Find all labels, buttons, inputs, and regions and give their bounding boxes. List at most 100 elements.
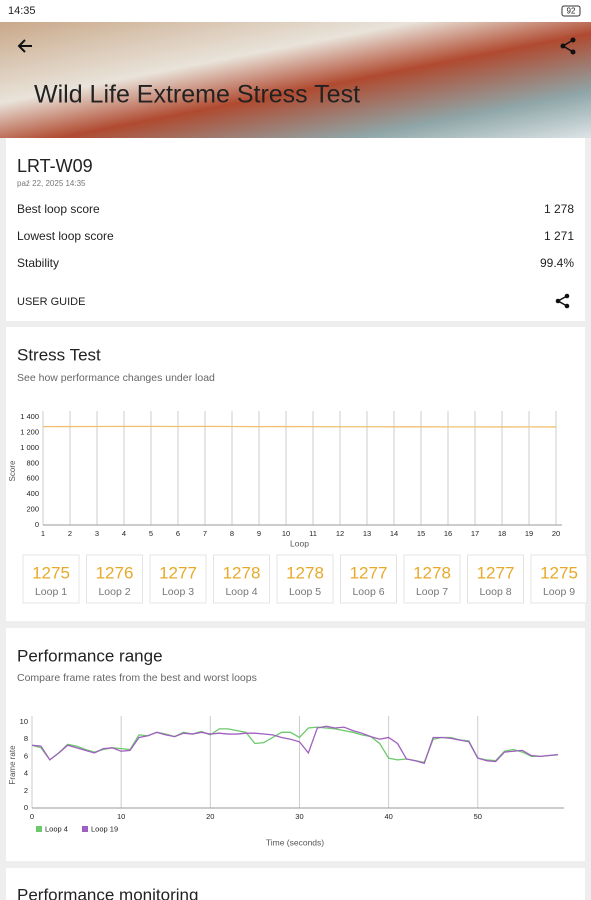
- row-value: 99.4%: [540, 256, 574, 270]
- y-tick-label: 4: [24, 769, 28, 778]
- row-value: 1 278: [544, 202, 574, 216]
- x-tick-label: 7: [203, 529, 207, 538]
- device-card: [6, 138, 585, 321]
- y-tick-label: 600: [26, 474, 39, 483]
- x-tick-label: 15: [417, 529, 425, 538]
- loop-score: 1278: [413, 563, 451, 582]
- legend-label: Loop 19: [91, 824, 118, 833]
- x-tick-label: 0: [30, 812, 34, 821]
- x-tick-label: 10: [282, 529, 290, 538]
- loop-card[interactable]: [467, 554, 524, 604]
- x-tick-label: 13: [363, 529, 371, 538]
- section-title: Performance monitoring: [17, 885, 198, 900]
- y-tick-label: 0: [35, 520, 39, 529]
- x-tick-label: 17: [471, 529, 479, 538]
- loop-card[interactable]: [340, 554, 397, 604]
- loop-card[interactable]: [276, 554, 334, 604]
- series-line: [31, 725, 559, 765]
- section-subtitle: See how performance changes under load: [17, 372, 215, 384]
- loop-label: Loop 7: [416, 586, 448, 598]
- share-button[interactable]: [560, 37, 576, 55]
- loop-card[interactable]: [213, 554, 270, 604]
- x-tick-label: 30: [295, 812, 303, 821]
- user-guide-link[interactable]: USER GUIDE: [17, 296, 85, 308]
- section-subtitle: Compare frame rates from the best and wo…: [17, 672, 257, 684]
- loop-score: 1276: [96, 563, 134, 582]
- loop-score: 1278: [223, 563, 261, 582]
- battery-icon: [561, 5, 581, 17]
- x-tick-label: 3: [95, 529, 99, 538]
- x-tick-label: 40: [384, 812, 392, 821]
- y-tick-label: 200: [26, 505, 39, 514]
- monitoring-card: [6, 868, 585, 900]
- y-tick-label: 400: [26, 489, 39, 498]
- x-tick-label: 11: [309, 529, 317, 538]
- y-tick-label: 0: [24, 803, 28, 812]
- x-tick-label: 4: [122, 529, 126, 538]
- loop-score: 1277: [477, 563, 515, 582]
- loop-label: Loop 8: [479, 586, 511, 598]
- page-title: Wild Life Extreme Stress Test: [34, 81, 360, 109]
- section-title: Performance range: [17, 646, 163, 665]
- loop-label: Loop 1: [35, 586, 67, 598]
- y-tick-label: 1 400: [20, 412, 39, 421]
- loop-card[interactable]: [149, 554, 207, 604]
- legend-swatch: [82, 826, 88, 832]
- x-tick-label: 16: [444, 529, 452, 538]
- loop-card[interactable]: [530, 554, 588, 604]
- y-tick-label: 2: [24, 786, 28, 795]
- x-tick-label: 20: [206, 812, 214, 821]
- back-button[interactable]: [17, 39, 32, 53]
- share-icon[interactable]: [555, 293, 570, 309]
- range-card: [6, 628, 585, 861]
- x-tick-label: 9: [257, 529, 261, 538]
- x-tick-label: 10: [117, 812, 125, 821]
- loop-card[interactable]: [22, 554, 80, 604]
- x-tick-label: 1: [41, 529, 45, 538]
- y-tick-label: 10: [20, 717, 28, 726]
- loop-card[interactable]: [403, 554, 461, 604]
- loop-label: Loop 9: [543, 586, 575, 598]
- y-tick-label: 1 000: [20, 443, 39, 452]
- row-label: Lowest loop score: [17, 229, 114, 243]
- y-tick-label: 8: [24, 734, 28, 743]
- loop-score: 1275: [540, 563, 578, 582]
- y-tick-label: 6: [24, 751, 28, 760]
- x-tick-label: 12: [336, 529, 344, 538]
- x-tick-label: 2: [68, 529, 72, 538]
- banner: [0, 22, 591, 138]
- row-label: Best loop score: [17, 202, 100, 216]
- row-label: Stability: [17, 256, 59, 270]
- x-tick-label: 5: [149, 529, 153, 538]
- loop-label: Loop 3: [162, 586, 194, 598]
- y-axis-label: Frame rate: [8, 745, 17, 785]
- loop-score: 1275: [32, 563, 70, 582]
- y-axis-label: Score: [8, 460, 17, 481]
- loop-card[interactable]: [86, 554, 143, 604]
- x-tick-label: 14: [390, 529, 398, 538]
- loop-label: Loop 6: [352, 586, 384, 598]
- x-tick-label: 50: [474, 812, 482, 821]
- loop-label: Loop 2: [98, 586, 130, 598]
- test-date: paź 22, 2025 14:35: [17, 179, 86, 188]
- loop-label: Loop 5: [289, 586, 321, 598]
- x-tick-label: 19: [525, 529, 533, 538]
- loop-score: 1278: [286, 563, 324, 582]
- y-tick-label: 1 200: [20, 427, 39, 436]
- status-time: 14:35: [8, 5, 36, 17]
- x-axis-label: Time (seconds): [266, 837, 324, 847]
- legend-label: Loop 4: [45, 824, 68, 833]
- x-tick-label: 18: [498, 529, 506, 538]
- y-tick-label: 800: [26, 458, 39, 467]
- x-tick-label: 20: [552, 529, 560, 538]
- section-title: Stress Test: [17, 345, 101, 364]
- battery-level: 92: [567, 7, 576, 16]
- x-axis-label: Loop: [290, 538, 309, 548]
- loop-score: 1277: [159, 563, 197, 582]
- legend-swatch: [36, 826, 42, 832]
- loop-label: Loop 4: [225, 586, 257, 598]
- x-tick-label: 6: [176, 529, 180, 538]
- status-bar: [0, 0, 591, 22]
